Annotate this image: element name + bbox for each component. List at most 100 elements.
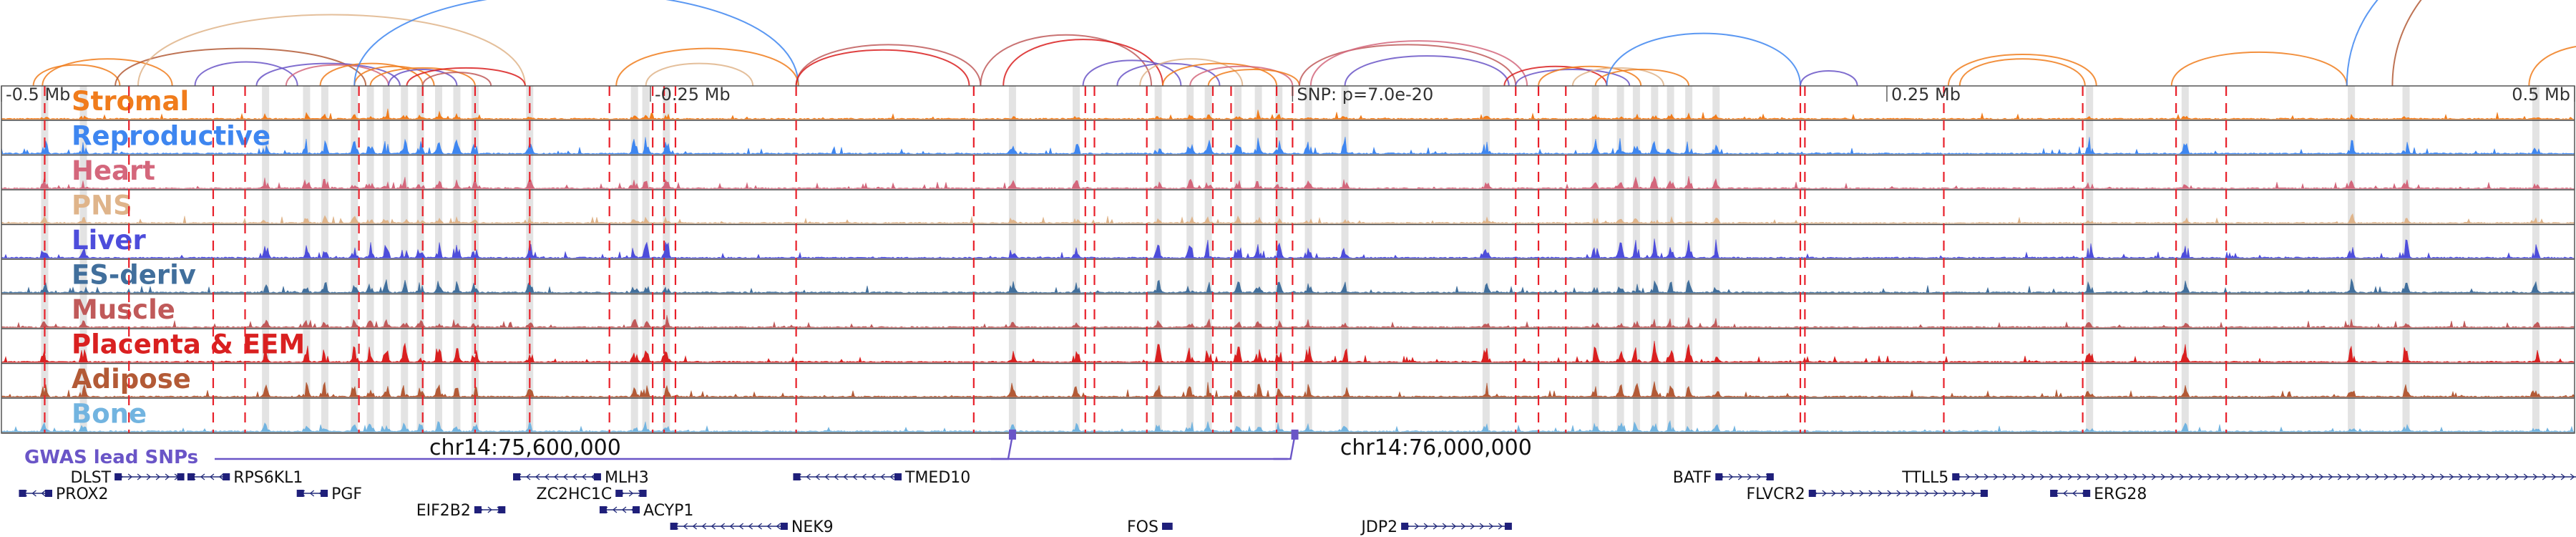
strand-chevron <box>1831 490 1836 497</box>
strand-chevron <box>1887 490 1892 497</box>
strand-chevron <box>1961 490 1966 497</box>
loop-arc-13 <box>353 0 799 87</box>
strand-chevron <box>1470 523 1475 530</box>
strand-chevron <box>1896 490 1901 497</box>
gene-exon <box>498 506 506 513</box>
track-label: Liver <box>72 225 146 256</box>
strand-chevron <box>562 473 568 480</box>
strand-chevron <box>2011 473 2017 480</box>
gene-label: ACYP1 <box>643 502 693 520</box>
gene-prox2: PROX2 <box>19 485 109 503</box>
strand-chevron <box>2151 473 2157 480</box>
strand-chevron <box>137 473 142 480</box>
strand-chevron <box>628 490 634 497</box>
track-label: Reproductive <box>72 121 270 152</box>
track-heart: Heart <box>1 155 2575 190</box>
strand-chevron <box>1924 490 1929 497</box>
gene-exon <box>2050 490 2058 497</box>
strand-chevron <box>757 523 763 530</box>
strand-chevron <box>2039 473 2045 480</box>
strand-chevron <box>146 473 152 480</box>
gene-exon <box>114 473 122 480</box>
strand-chevron <box>200 473 205 480</box>
strand-chevron <box>2002 473 2008 480</box>
gene-exon <box>599 506 607 513</box>
gene-eif2b2: EIF2B2 <box>416 502 506 520</box>
strand-chevron <box>871 473 876 480</box>
gene-exon <box>639 490 647 497</box>
gene-pgf: PGF <box>296 485 362 503</box>
tick-label: 0.25 Mb <box>1891 84 1961 105</box>
strand-chevron <box>1850 490 1855 497</box>
strand-chevron <box>2272 473 2278 480</box>
gene-acyp1: ACYP1 <box>599 502 693 520</box>
loop-arc-17 <box>795 49 970 87</box>
gene-exon <box>1980 490 1988 497</box>
gene-label: BATF <box>1673 469 1712 487</box>
gene-exon <box>513 473 521 480</box>
strand-chevron <box>2309 473 2315 480</box>
gene-exon <box>1766 473 1774 480</box>
loop-arc-31 <box>1538 65 1642 87</box>
strand-chevron <box>2170 473 2175 480</box>
strand-chevron <box>1915 490 1920 497</box>
strand-chevron <box>2477 473 2482 480</box>
strand-chevron <box>2086 473 2092 480</box>
gene-exon <box>1165 523 1173 530</box>
loop-arc-27 <box>1309 40 1528 87</box>
strand-chevron <box>2253 473 2259 480</box>
strand-chevron <box>2063 490 2068 497</box>
loop-arc-28 <box>1344 55 1510 87</box>
loop-arc-39 <box>2346 0 2379 87</box>
strand-chevron <box>880 473 885 480</box>
strand-chevron <box>834 473 839 480</box>
strand-chevron <box>1488 523 1494 530</box>
track-placenta-eem: Placenta & EEM <box>1 329 2575 364</box>
loop-arc-15 <box>645 62 754 87</box>
track-label: Muscle <box>72 294 175 325</box>
gene-exon <box>894 473 902 480</box>
strand-chevron <box>544 473 550 480</box>
loop-arc-26 <box>1298 44 1517 87</box>
strand-chevron <box>581 473 587 480</box>
strand-chevron <box>1414 523 1420 530</box>
strand-chevron <box>621 506 627 513</box>
strand-chevron <box>1451 523 1457 530</box>
gene-exon <box>1504 523 1512 530</box>
gene-jdp2: JDP2 <box>1360 518 1512 536</box>
chromatin-loop-arcs <box>32 0 2576 87</box>
strand-chevron <box>1952 490 1957 497</box>
loop-arc-24 <box>1189 65 1294 87</box>
track-label: Stromal <box>72 86 189 117</box>
loop-arc-3 <box>137 14 526 87</box>
relative-position-ticks: -0.5 Mb -0.25 Mb SNP: p=7.0e-20 0.25 Mb 0.5 … <box>1 84 2575 105</box>
gene-exon <box>1808 490 1816 497</box>
gene-label: JDP2 <box>1360 518 1397 536</box>
tick-label: -0.5 Mb <box>6 84 70 105</box>
strand-chevron <box>806 473 811 480</box>
strand-chevron <box>2467 473 2473 480</box>
loop-arc-4 <box>194 61 298 87</box>
track-signal <box>1 279 2575 294</box>
gene-nek9: NEK9 <box>670 518 834 536</box>
gene-exon <box>296 490 304 497</box>
strand-chevron <box>889 473 894 480</box>
track-signal <box>1 238 2575 258</box>
strand-chevron <box>2058 473 2064 480</box>
strand-chevron <box>31 490 36 497</box>
loop-arc-0 <box>32 64 121 87</box>
gene-mlh3: MLH3 <box>513 469 649 487</box>
track-signal <box>1 420 2575 432</box>
strand-chevron <box>738 523 744 530</box>
strand-chevron <box>776 523 781 530</box>
gene-label: TTLL5 <box>1901 469 1948 487</box>
strand-chevron <box>766 523 772 530</box>
strand-chevron <box>1971 490 1976 497</box>
strand-chevron <box>525 473 531 480</box>
gwas-snp-marker <box>1008 430 1016 440</box>
gwas-track: GWAS lead SNPs <box>24 430 1299 468</box>
strand-chevron <box>2216 473 2222 480</box>
loop-arc-8 <box>353 65 435 87</box>
gene-exon <box>593 473 601 480</box>
gene-label: FLVCR2 <box>1747 485 1805 503</box>
